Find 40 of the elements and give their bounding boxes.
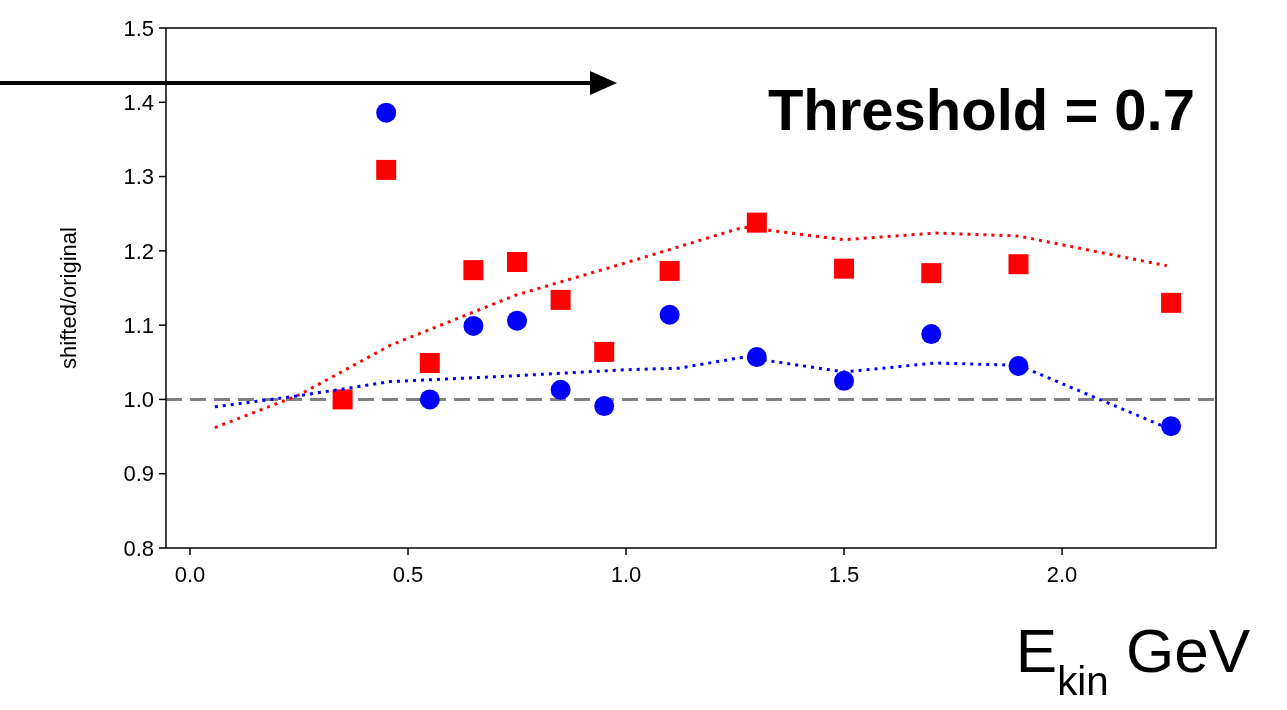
annotation: Threshold = 0.7 <box>767 77 1195 142</box>
y-tick-label: 1.4 <box>123 89 154 115</box>
point <box>376 159 397 180</box>
x-tick-label: 0.5 <box>392 562 424 587</box>
point <box>921 263 942 284</box>
point <box>507 252 528 272</box>
point <box>1008 254 1029 275</box>
point <box>419 389 440 410</box>
y-tick-label: 1.2 <box>123 238 154 264</box>
point <box>746 212 767 233</box>
point <box>746 347 767 368</box>
point <box>834 370 855 391</box>
point <box>463 260 484 281</box>
point <box>463 315 484 336</box>
x-axis-title: E$_{kin}$ GeV <box>1015 616 1251 704</box>
x-tick-label: 2.0 <box>1046 562 1078 587</box>
x-tick-label: 0.0 <box>174 562 206 587</box>
y-tick-label: 0.8 <box>123 535 154 561</box>
y-tick-label: 1.1 <box>123 312 154 338</box>
point <box>1161 416 1182 437</box>
x-tick-label: 1.0 <box>610 562 642 587</box>
point <box>834 258 855 279</box>
y-tick-label: 1.3 <box>123 164 154 190</box>
point <box>419 353 440 374</box>
point <box>659 260 680 281</box>
point <box>332 389 353 410</box>
point <box>921 324 942 345</box>
point <box>594 396 615 417</box>
point <box>1161 292 1182 313</box>
y-tick-label: 1.0 <box>123 387 154 413</box>
point <box>507 310 528 331</box>
y-tick-label: 1.5 <box>123 15 154 41</box>
point <box>376 102 397 123</box>
y-axis-title: shifted/original <box>56 227 81 369</box>
x-tick-label: 1.5 <box>828 562 860 587</box>
point <box>594 341 615 362</box>
point <box>550 289 571 310</box>
y-tick-label: 0.9 <box>123 461 154 487</box>
point <box>659 304 680 325</box>
point <box>550 379 571 400</box>
